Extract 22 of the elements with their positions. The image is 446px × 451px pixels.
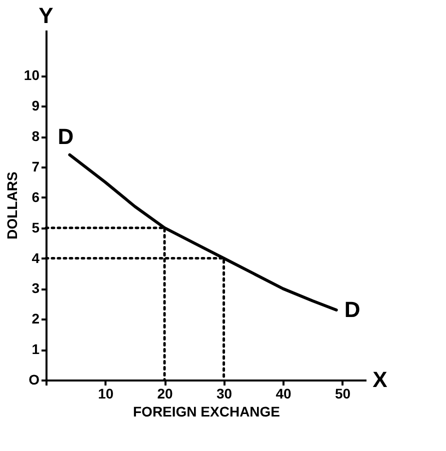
y-tick-label: 1	[32, 341, 40, 358]
y-tick-label: 2	[32, 310, 40, 327]
y-tick-label: 3	[32, 280, 40, 296]
x-tick-label: 40	[276, 386, 292, 402]
y-tick-label: 6	[32, 188, 40, 205]
y-tick-label: 10	[24, 67, 40, 84]
y-tick-label: 9	[32, 98, 40, 114]
text: X	[372, 367, 388, 392]
y-tick-label: 7	[32, 158, 40, 174]
y-tick-label: 8	[32, 128, 40, 144]
y-axis-title: DOLLARS	[4, 172, 20, 240]
x-tick-label: 30	[216, 386, 232, 402]
annotation: D	[344, 297, 360, 322]
y-tick-label: O	[28, 372, 40, 388]
x-tick-label: 20	[157, 386, 174, 402]
x-axis-title: FOREIGN EXCHANGE	[132, 404, 280, 420]
y-tick-label: 5	[32, 219, 40, 236]
x-tick-label: 50	[335, 386, 351, 402]
y-tick-label: 4	[32, 250, 40, 266]
annotation: D	[58, 124, 74, 149]
text: Y	[38, 3, 54, 28]
x-tick-label: 10	[98, 386, 114, 402]
